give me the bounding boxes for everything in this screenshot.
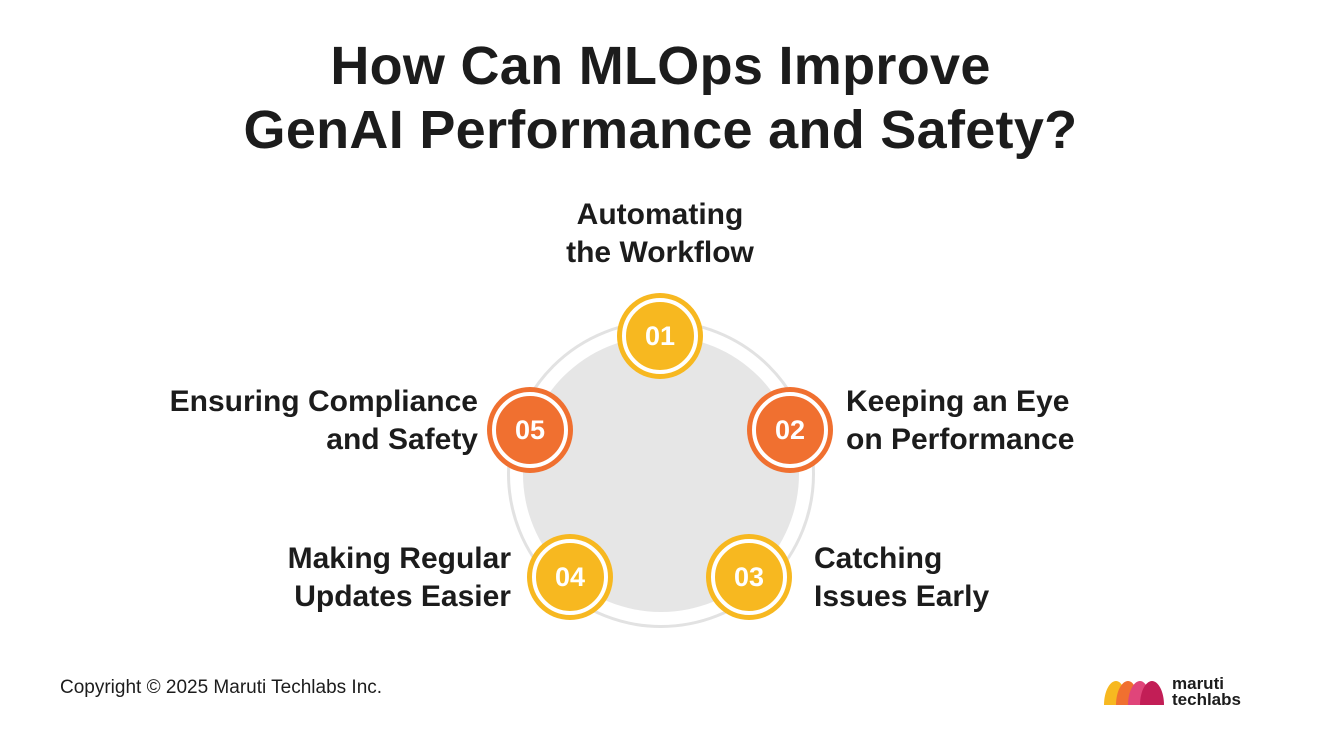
step-badge-04: 04 (532, 539, 608, 615)
title-line-1: How Can MLOps Improve (330, 36, 991, 96)
page-title: How Can MLOps Improve GenAI Performance … (0, 34, 1321, 162)
step-badge-01: 01 (622, 298, 698, 374)
step-label-04-line-1: Making Regular (287, 542, 511, 575)
title-line-2: GenAI Performance and Safety? (243, 100, 1078, 160)
step-badge-02: 02 (752, 392, 828, 468)
step-label-05: Ensuring Compliance and Safety (170, 383, 478, 459)
step-label-04: Making Regular Updates Easier (288, 540, 511, 616)
copyright-text: Copyright © 2025 Maruti Techlabs Inc. (60, 677, 383, 698)
step-label-03: Catching Issues Early (814, 540, 989, 616)
step-label-02-line-2: on Performance (846, 423, 1075, 456)
step-label-01-line-1: Automating (576, 198, 744, 231)
step-label-03-line-2: Issues Early (814, 580, 990, 613)
step-label-02-line-1: Keeping an Eye (846, 385, 1070, 418)
step-label-01-line-2: the Workflow (566, 236, 754, 269)
logo-wordmark: maruti techlabs (1172, 674, 1241, 709)
company-logo: maruti techlabs (1102, 674, 1241, 709)
logo-wordmark-line-1: maruti (1172, 674, 1224, 693)
step-label-01: Automating the Workflow (460, 196, 860, 272)
step-label-03-line-1: Catching (814, 542, 943, 575)
logo-wordmark-line-2: techlabs (1172, 690, 1241, 709)
step-label-05-line-1: Ensuring Compliance (169, 385, 478, 418)
step-badge-05: 05 (492, 392, 568, 468)
step-label-05-line-2: and Safety (326, 423, 478, 456)
step-label-04-line-2: Updates Easier (294, 580, 511, 613)
step-badge-03: 03 (711, 539, 787, 615)
step-label-02: Keeping an Eye on Performance (846, 383, 1074, 459)
maruti-techlabs-logo-icon (1104, 681, 1164, 705)
